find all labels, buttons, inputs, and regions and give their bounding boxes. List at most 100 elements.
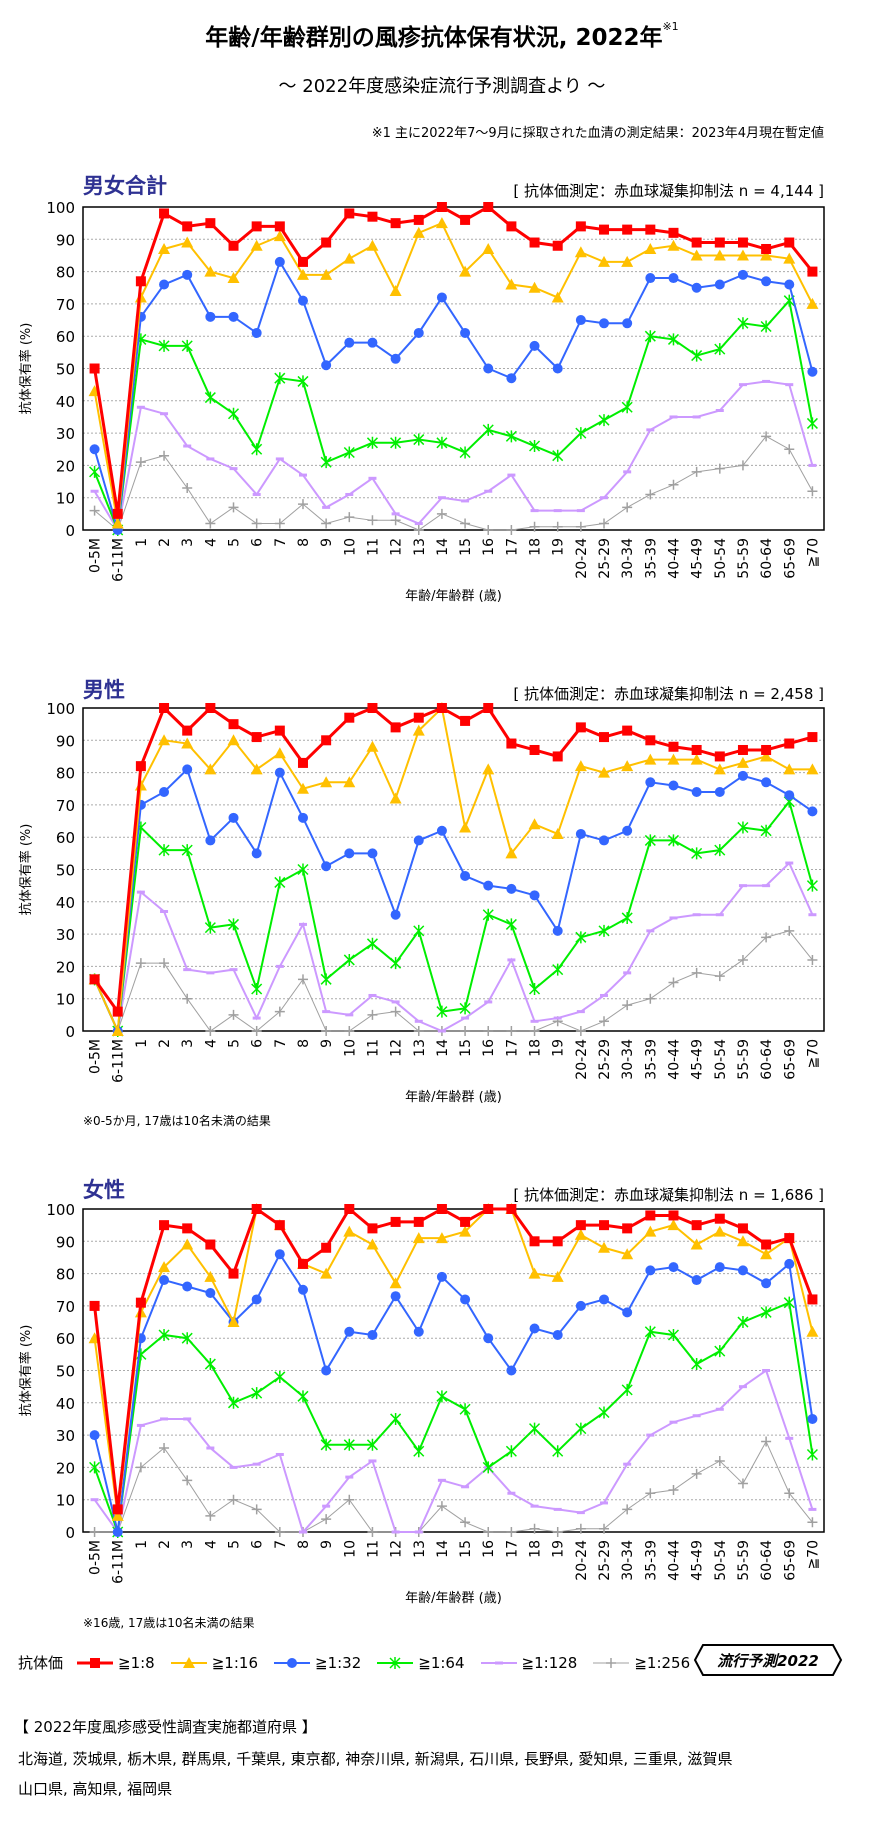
data-point [737,237,748,248]
legend-marker [90,1657,101,1668]
data-point [529,521,540,532]
y-tick-label: 0 [65,1524,75,1542]
data-point [621,1383,633,1396]
series-line [93,1207,814,1516]
data-point [344,512,355,523]
y-tick-label: 40 [56,894,75,912]
y-tick-label: 50 [56,1363,75,1381]
legend-item: ≧1:32 [272,1654,361,1672]
data-point [505,918,517,931]
data-point [691,786,702,797]
data-point [552,751,563,762]
data-point [482,1461,494,1474]
data-point [690,753,703,765]
data-point [644,753,657,765]
data-point [321,1365,332,1376]
y-tick-label: 40 [56,1395,75,1413]
data-point [459,446,471,459]
data-point [575,722,586,733]
data-point [806,763,819,775]
data-point [297,1258,308,1269]
data-point [737,744,748,755]
data-point [159,279,170,290]
data-point [807,954,818,965]
legend-text: ≧1:32 [315,1653,362,1672]
data-point [182,725,193,736]
data-point [205,1287,216,1298]
series-asterisk [89,1296,818,1538]
x-tick-label: 5 [227,538,243,547]
panel-title-male: 男性 [83,678,125,702]
data-point [158,339,170,352]
data-point [251,1294,262,1305]
data-point [483,202,494,212]
data-point [714,786,725,797]
data-point [436,825,447,836]
x-tick-label: 20-24 [574,1039,590,1080]
series-square [89,1204,818,1515]
y-tick-label: 10 [56,1492,75,1510]
data-point [227,1316,240,1328]
data-point [622,224,633,235]
x-tick-label: 12 [389,1540,405,1558]
x-tick-label: 0-5M [88,1540,104,1575]
data-point [737,460,748,471]
data-point [135,457,146,468]
data-point [691,744,702,755]
page-title: 年齢/年齢群別の風疹抗体保有状況, 2022年※1 [0,18,884,52]
data-point [436,1501,447,1512]
data-point [227,918,240,931]
data-point [551,1270,564,1282]
data-point [274,1006,285,1017]
data-point [807,1294,818,1305]
data-point [644,242,657,254]
y-tick-label: 30 [56,425,75,443]
data-point [158,1328,170,1341]
data-point [505,278,518,290]
data-point [482,908,494,921]
data-point [737,1316,749,1329]
data-point [714,237,725,248]
data-point [111,1509,124,1521]
data-point [390,722,401,733]
data-point [761,243,772,254]
data-point [436,1390,448,1403]
data-point [390,1006,401,1017]
data-point [459,821,472,833]
data-point [737,954,748,965]
prefectures-line-2: 山口県, 高知県, 福岡県 [18,1780,173,1798]
data-point [483,1026,494,1036]
legend-swatch-icon [274,1657,310,1668]
data-point [436,436,448,449]
data-point [760,320,772,333]
data-point [668,1210,679,1221]
data-point [644,1325,656,1338]
x-tick-label: 15 [458,1540,474,1558]
data-point [366,239,379,251]
series-line [93,298,814,531]
data-point [761,1436,772,1447]
y-tick-label: 30 [56,1427,75,1445]
x-tick-label: 3 [180,1039,196,1048]
data-point [89,465,101,478]
data-point [389,792,402,804]
data-point [621,911,633,924]
x-tick-label: 60-64 [759,1540,775,1581]
data-point [645,224,656,235]
data-point [714,343,726,356]
data-point [528,281,541,293]
data-point [367,1329,378,1340]
y-axis-label: 抗体保有率 (%) [18,1325,34,1417]
legend-marker [182,1656,195,1668]
data-point [552,1445,564,1458]
data-point [367,337,378,348]
data-point [182,993,193,1004]
data-point [784,444,795,455]
data-point [389,284,402,296]
data-point [181,844,193,857]
data-point [551,827,564,839]
data-point [737,1478,748,1489]
data-point [344,1326,355,1337]
data-point [460,715,471,726]
data-point [367,515,378,526]
